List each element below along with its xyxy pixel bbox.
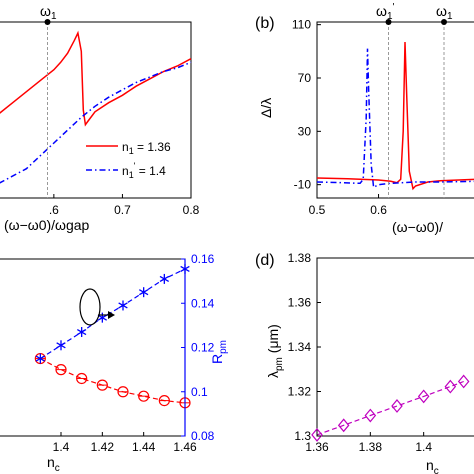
panel-a-plot — [0, 30, 192, 184]
panel-d-point — [457, 374, 470, 389]
panel-d-ylabel: λpm (μm) — [265, 324, 285, 378]
panel-b-tag: (b) — [255, 15, 275, 32]
panel-a-series-1-line — [0, 61, 192, 184]
panel-d-point — [364, 408, 377, 423]
panel-c-arrowhead — [108, 311, 115, 319]
panel-d-xtick-label: 1.38 — [359, 440, 383, 454]
panel-d-xtick-label: 1.36 — [305, 440, 329, 454]
panel-a-legend: n1 = 1.36 n1' = 1.4 — [86, 140, 171, 180]
panel-a-xtick-label: 0.8 — [183, 203, 200, 217]
panel-c-point-star — [97, 314, 108, 321]
panel-a-frame — [0, 21, 192, 199]
panel-d-series-0-line — [316, 380, 464, 436]
panel-b-marker2-dot — [441, 19, 447, 25]
panel-c-point-star — [159, 275, 170, 282]
panel-d-point — [391, 399, 403, 413]
panel-b-marker1-dot — [385, 19, 392, 25]
panel-d-ytick-label: 1.36 — [288, 296, 312, 310]
panel-a-marker-dot — [44, 19, 51, 25]
panel-a-xtick-label: .6 — [49, 203, 59, 217]
panel-c-ticks: 1.4 1.42 1.44 1.460.08 0.1 0.12 0.14 0.16 — [53, 252, 215, 454]
panel-c-ytick-label: 0.1 — [191, 385, 208, 399]
panel-d-ytick-label: 1.38 — [288, 251, 312, 265]
panel-d-point — [311, 427, 323, 442]
panel-d-plot — [311, 374, 470, 442]
panel-c-ytick-label: 0.16 — [191, 252, 215, 266]
panel-c-frame — [0, 258, 186, 437]
panel-d-point — [337, 418, 350, 433]
panel-d-ticks: 1.36 1.38 1.4 1.3 1.32 1.34 1.36 1.38 — [288, 251, 433, 454]
panel-c-point-star — [118, 302, 128, 309]
panel-a-ticks: .6 0.7 0.8 — [49, 194, 200, 217]
panel-c-point-star — [138, 289, 149, 296]
panel-b-ytick-label: 30 — [298, 124, 312, 138]
panel-c-ytick-label: 0.12 — [191, 341, 215, 355]
panel-c-series-0-line — [40, 358, 186, 404]
panel-b-ylabel: Δ/λ — [258, 98, 274, 118]
panel-b-marker1-label: ω1' — [376, 2, 395, 22]
panel-b-xlabel: (ω−ω0)/ — [392, 219, 443, 235]
panel-c-point-star — [56, 342, 66, 349]
panel-b-ticks: 0.5 0.6 -10 30 70 110 — [292, 18, 387, 217]
panel-c-xtick-label: 1.46 — [173, 440, 197, 454]
panel-b-ytick-label: -10 — [294, 178, 312, 192]
panel-b-series-0-line — [316, 41, 474, 191]
panel-c-xlabel: nc — [47, 454, 60, 474]
panel-a: .6 0.7 0.8 ω1 n1 = 1.36 n1' = 1.4 (ω−ω0)/ω… — [0, 3, 200, 233]
panel-b-frame — [316, 21, 474, 199]
panel-d-tag: (d) — [255, 252, 275, 269]
panel-b-xtick-label: 0.6 — [370, 203, 387, 217]
legend-blue-label: n1' = 1.4 — [122, 161, 166, 180]
panel-c-xtick-label: 1.4 — [53, 440, 70, 454]
panel-c-point-star — [76, 328, 87, 336]
panel-d-point — [444, 379, 457, 394]
panel-a-series-0-line — [0, 30, 192, 127]
panel-c: 1.4 1.42 1.44 1.460.080.10.120.140.16 Rpm n… — [0, 252, 229, 474]
panel-c-xtick-label: 1.42 — [91, 440, 115, 454]
panel-b-ytick-label: 110 — [292, 18, 311, 32]
panel-b-ytick-label: 70 — [298, 71, 312, 85]
panel-d-ytick-label: 1.32 — [288, 385, 312, 399]
panel-d-point — [417, 389, 430, 404]
panel-c-xtick-label: 1.44 — [132, 440, 156, 454]
panel-d-xtick-label: 1.4 — [415, 440, 432, 454]
panel-d-ytick-label: 1.34 — [288, 340, 312, 354]
panel-d: 1.36 1.38 1.4 1.3 1.32 1.34 1.36 1.38 (d) λpm (… — [255, 251, 474, 474]
panel-b-plot — [316, 41, 474, 191]
panel-c-ytick-label: 0.08 — [191, 429, 215, 443]
panel-d-ytick-label: 1.3 — [294, 429, 311, 443]
panel-a-marker-label: ω1 — [40, 3, 57, 22]
panel-c-annotation-ellipse — [79, 288, 101, 326]
panel-b-series-1-line — [316, 48, 474, 189]
panel-c-ytick-label: 0.14 — [191, 296, 215, 310]
panel-a-xlabel: (ω−ω0)/ωgap — [4, 217, 90, 233]
panel-c-plot — [34, 263, 191, 409]
panel-b-xtick-label: 0.5 — [309, 203, 326, 217]
panel-c-point-star — [35, 355, 46, 362]
legend-red-label: n1 = 1.36 — [122, 140, 171, 156]
panel-a-xtick-label: 0.7 — [114, 203, 131, 217]
panel-d-xlabel: nc — [426, 457, 439, 474]
